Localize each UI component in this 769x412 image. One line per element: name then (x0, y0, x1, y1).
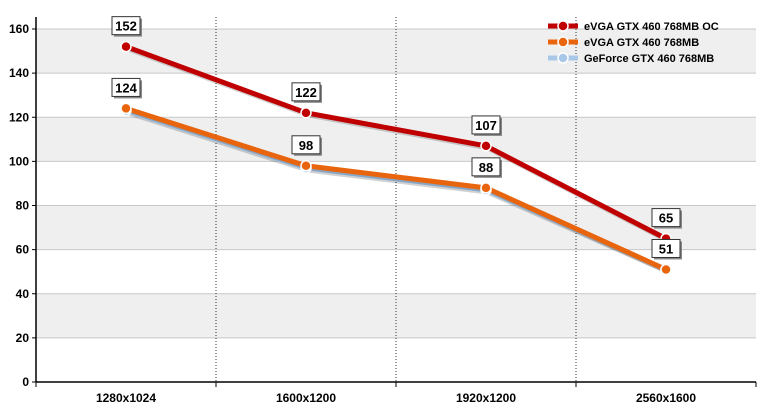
y-tick-label: 80 (16, 199, 30, 213)
data-label-box (111, 77, 141, 97)
series-lines (123, 44, 669, 274)
y-axis-ticks: 0 20 40 60 80 100 120 140 160 (9, 22, 36, 389)
data-label: 122 (295, 85, 317, 100)
legend-label: eVGA GTX 460 768MB OC (584, 21, 719, 33)
y-tick-label: 140 (9, 66, 29, 80)
data-point (300, 107, 312, 119)
legend-swatch-marker (557, 20, 569, 32)
y-tick-label: 100 (9, 154, 29, 168)
data-label: 88 (479, 160, 493, 175)
y-tick-label: 40 (16, 287, 30, 301)
y-tick-label: 120 (9, 110, 29, 124)
x-tick-label: 1600x1200 (276, 391, 336, 405)
data-label: 124 (115, 80, 137, 95)
data-labels: 152 122 107 65 124 98 88 51 (111, 16, 682, 260)
data-label-box (471, 115, 501, 135)
x-axis-ticks: 1280x1024 1600x1200 1920x1200 2560x1600 (35, 382, 757, 405)
data-label: 107 (475, 118, 497, 133)
data-label-box (651, 208, 681, 228)
x-tick-label: 1280x1024 (96, 391, 156, 405)
data-point (480, 182, 492, 194)
series-line (123, 44, 669, 242)
y-tick-label: 160 (9, 22, 29, 36)
data-label: 98 (299, 138, 313, 153)
data-point (480, 140, 492, 152)
plot-band (36, 293, 756, 338)
series-points (120, 40, 672, 276)
x-tick-label: 1920x1200 (456, 391, 516, 405)
data-label-box (651, 238, 681, 258)
plot-band (36, 161, 756, 206)
data-point (120, 40, 132, 53)
legend-swatch-marker (557, 52, 569, 64)
data-label: 65 (659, 211, 673, 226)
data-label-box (291, 135, 321, 155)
legend-label: eVGA GTX 460 768MB (584, 37, 699, 49)
x-tick-label: 2560x1600 (636, 391, 696, 405)
data-label-box (111, 16, 141, 36)
data-point (300, 160, 312, 172)
plot-band (36, 117, 756, 162)
legend-swatch-marker (557, 36, 569, 48)
legend-label: GeForce GTX 460 768MB (584, 53, 714, 65)
series-line (123, 105, 669, 272)
y-tick-label: 20 (16, 331, 30, 345)
data-label-box (291, 82, 321, 102)
y-tick-label: 60 (16, 243, 30, 257)
data-label-box (471, 157, 501, 177)
data-point (660, 263, 672, 276)
data-label: 152 (115, 19, 137, 34)
legend: eVGA GTX 460 768MB OC eVGA GTX 460 768MB G… (548, 20, 719, 65)
y-tick-label: 0 (22, 375, 29, 389)
data-point (120, 102, 132, 115)
data-label: 51 (659, 241, 673, 256)
